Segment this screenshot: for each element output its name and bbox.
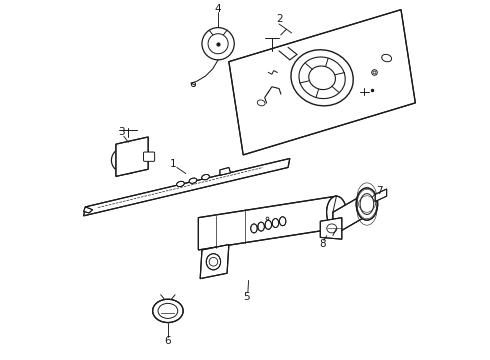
Text: 2: 2 xyxy=(276,14,282,24)
Ellipse shape xyxy=(189,178,197,183)
Text: 7: 7 xyxy=(376,186,383,197)
Text: 1: 1 xyxy=(170,159,176,169)
Ellipse shape xyxy=(206,254,220,270)
Ellipse shape xyxy=(326,196,346,228)
Polygon shape xyxy=(320,218,342,239)
Polygon shape xyxy=(220,167,231,175)
Polygon shape xyxy=(333,193,367,235)
Ellipse shape xyxy=(176,181,184,186)
Text: 3: 3 xyxy=(118,127,124,136)
Text: 6: 6 xyxy=(165,336,171,346)
Polygon shape xyxy=(375,189,387,202)
FancyBboxPatch shape xyxy=(144,152,155,161)
Polygon shape xyxy=(84,158,290,216)
Ellipse shape xyxy=(279,217,286,226)
Ellipse shape xyxy=(265,220,271,229)
Ellipse shape xyxy=(356,188,378,220)
Ellipse shape xyxy=(202,175,209,180)
Ellipse shape xyxy=(258,222,265,231)
Ellipse shape xyxy=(111,147,142,174)
Text: 5: 5 xyxy=(244,292,250,302)
Text: 8: 8 xyxy=(319,239,325,249)
Polygon shape xyxy=(116,137,148,176)
Polygon shape xyxy=(198,196,337,250)
Text: 4: 4 xyxy=(215,4,221,14)
Polygon shape xyxy=(229,10,416,155)
Ellipse shape xyxy=(272,219,279,228)
Polygon shape xyxy=(200,244,229,279)
Ellipse shape xyxy=(153,299,183,323)
Ellipse shape xyxy=(251,224,257,233)
Polygon shape xyxy=(84,207,93,213)
